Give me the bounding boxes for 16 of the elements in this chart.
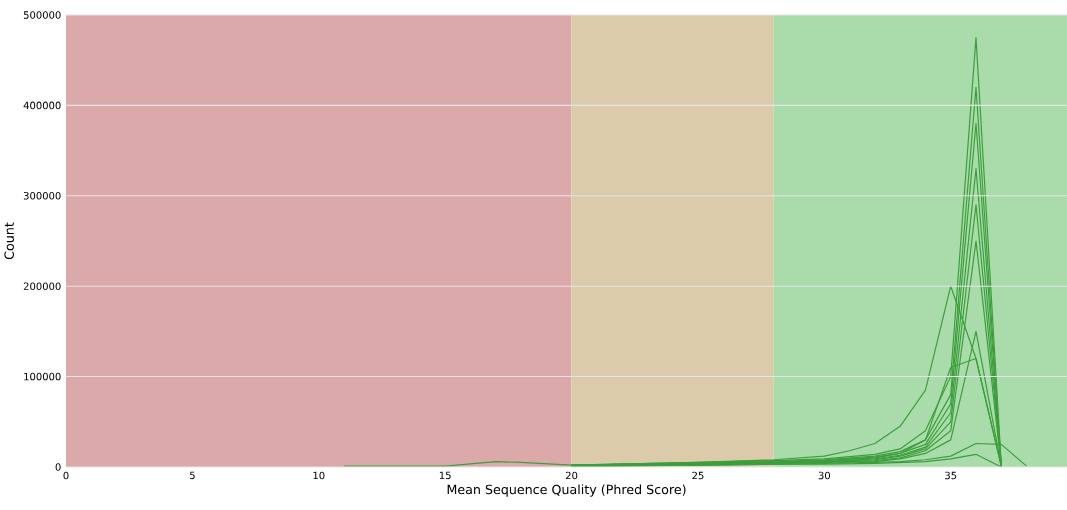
y-tick-label: 200000: [23, 282, 61, 290]
y-tick-label: 100000: [24, 372, 61, 381]
y-tick-label: 500000: [23, 11, 61, 19]
x-tick-label: 0: [63, 471, 69, 480]
x-tick-label: 15: [439, 471, 451, 480]
y-tick-label: 400000: [23, 101, 61, 110]
x-tick-label: 30: [818, 471, 831, 480]
x-axis-title: Mean Sequence Quality (Phred Score): [447, 484, 686, 497]
y-axis-title: Count: [4, 222, 14, 260]
y-tick-label: 0: [55, 463, 61, 471]
x-tick-label: 5: [189, 471, 195, 480]
x-tick-label: 25: [692, 471, 704, 480]
y-tick-label: 300000: [23, 192, 61, 200]
x-tick-label: 10: [313, 471, 325, 480]
x-tick-label: 35: [945, 471, 957, 480]
x-tick-label: 20: [565, 471, 578, 480]
